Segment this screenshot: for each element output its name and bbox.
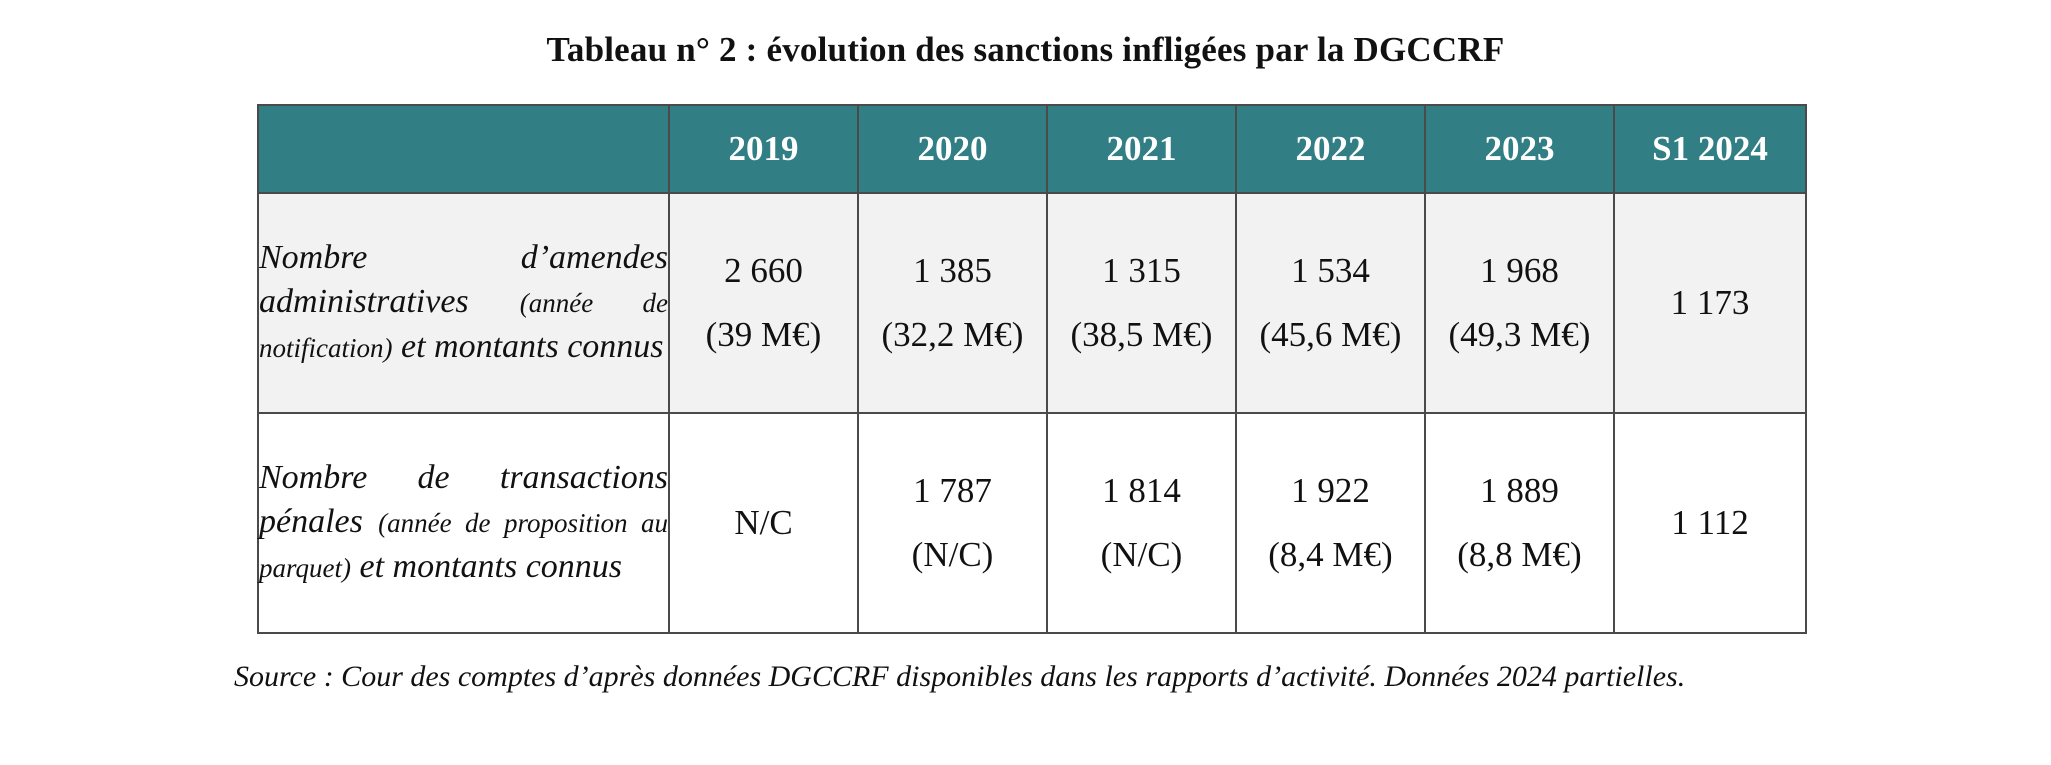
cell-transactions-s1-2024: 1 112 [1613, 412, 1807, 634]
row-label-amendes: Nombre d’amendes administratives (année … [257, 192, 670, 414]
cell-amendes-s1-2024: 1 173 [1613, 192, 1807, 414]
cell-transactions-2021: 1 814 (N/C) [1046, 412, 1237, 634]
cell-transactions-2023: 1 889 (8,8 M€) [1424, 412, 1615, 634]
cell-count: 1 787 [913, 471, 992, 510]
row-label-note: (année de notification) [259, 288, 668, 363]
cell-count: 1 385 [913, 251, 992, 290]
source-note: Source : Cour des comptes d’après donnée… [234, 660, 1686, 693]
cell-count: 2 660 [724, 251, 803, 290]
cell-count: N/C [734, 503, 793, 542]
header-cell-2021: 2021 [1046, 104, 1237, 194]
cell-amount: (8,4 M€) [1268, 535, 1393, 574]
row-label-main: Nombre de transactions pénales [259, 459, 668, 540]
cell-count: 1 173 [1670, 283, 1750, 322]
cell-amendes-2020: 1 385 (32,2 M€) [857, 192, 1048, 414]
sanctions-table: 2019 2020 2021 2022 2023 S1 2024 Nombre … [257, 104, 1807, 634]
header-cell-2020: 2020 [857, 104, 1048, 194]
cell-amendes-2022: 1 534 (45,6 M€) [1235, 192, 1426, 414]
header-cell-s1-2024: S1 2024 [1613, 104, 1807, 194]
cell-amount: (32,2 M€) [881, 315, 1024, 354]
cell-transactions-2022: 1 922 (8,4 M€) [1235, 412, 1426, 634]
header-cell-2019: 2019 [668, 104, 859, 194]
cell-amendes-2021: 1 315 (38,5 M€) [1046, 192, 1237, 414]
cell-count: 1 814 [1102, 471, 1181, 510]
cell-amount: (45,6 M€) [1259, 315, 1402, 354]
cell-count: 1 315 [1102, 251, 1181, 290]
cell-amount: (39 M€) [705, 315, 822, 354]
header-cell-2023: 2023 [1424, 104, 1615, 194]
cell-count: 1 889 [1480, 471, 1559, 510]
cell-amount: (49,3 M€) [1448, 315, 1591, 354]
table-row-transactions: Nombre de transactions pénales (année de… [257, 412, 1807, 634]
cell-amount: (N/C) [1100, 535, 1183, 574]
cell-count: 1 534 [1291, 251, 1370, 290]
header-cell-empty [257, 104, 670, 194]
row-label-main: Nombre d’amendes administratives [259, 239, 668, 320]
header-row: 2019 2020 2021 2022 2023 S1 2024 [257, 104, 1807, 194]
row-label-note: (année de proposition au parquet) [259, 508, 668, 583]
header-cell-2022: 2022 [1235, 104, 1426, 194]
table-row-amendes: Nombre d’amendes administratives (année … [257, 192, 1807, 414]
cell-count: 1 922 [1291, 471, 1370, 510]
cell-count: 1 968 [1480, 251, 1559, 290]
row-label-suffix: et montants connus [400, 328, 664, 365]
table-title: Tableau n° 2 : évolution des sanctions i… [546, 30, 1505, 69]
row-label-suffix: et montants connus [359, 548, 623, 585]
cell-count: 1 112 [1671, 503, 1749, 542]
cell-amendes-2023: 1 968 (49,3 M€) [1424, 192, 1615, 414]
cell-transactions-2019: N/C [668, 412, 859, 634]
cell-amount: (38,5 M€) [1070, 315, 1213, 354]
cell-amount: (8,8 M€) [1457, 535, 1582, 574]
cell-transactions-2020: 1 787 (N/C) [857, 412, 1048, 634]
cell-amount: (N/C) [911, 535, 994, 574]
cell-amendes-2019: 2 660 (39 M€) [668, 192, 859, 414]
row-label-transactions: Nombre de transactions pénales (année de… [257, 412, 670, 634]
